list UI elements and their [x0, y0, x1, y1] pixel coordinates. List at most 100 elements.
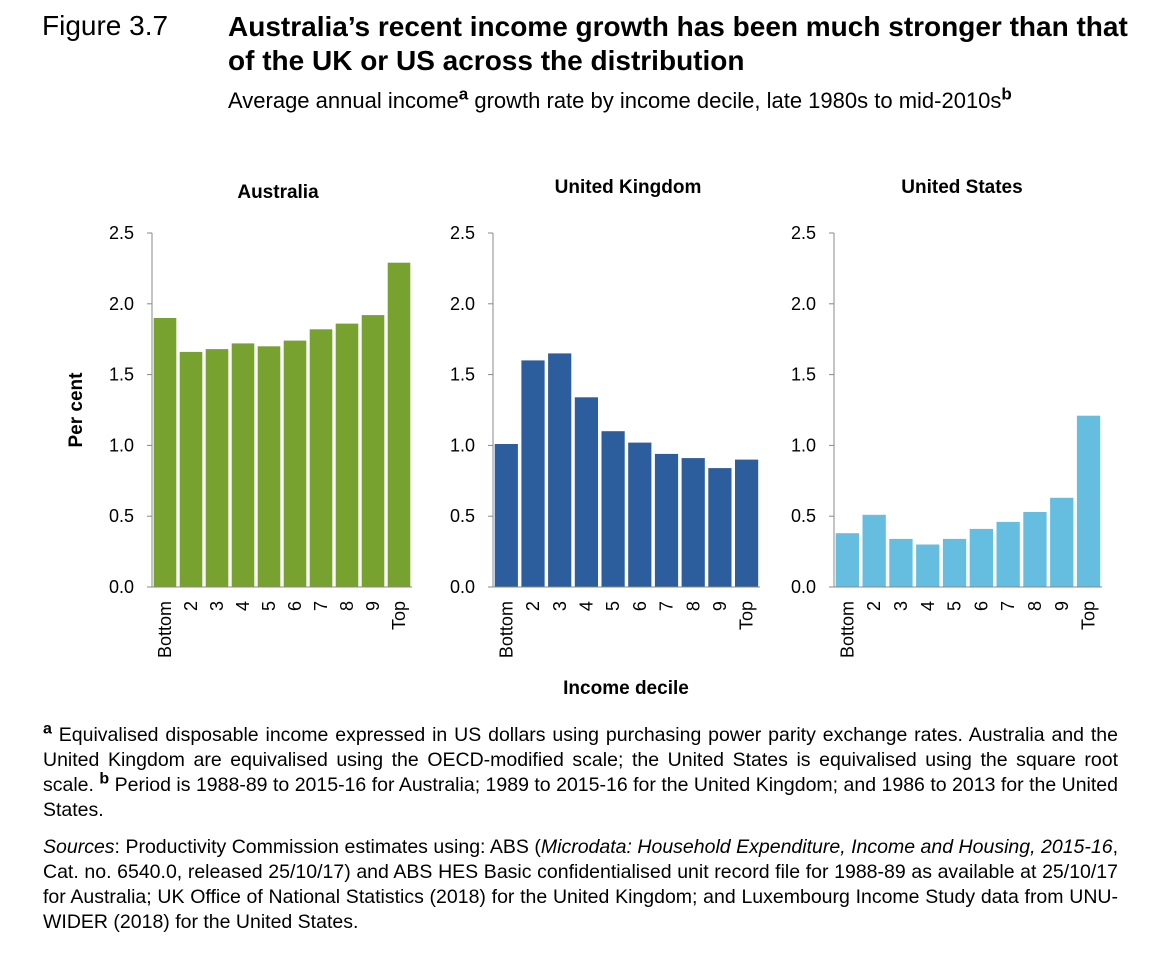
sources-italic-title: Microdata: Household Expenditure, Income…: [540, 836, 1113, 858]
bar-7: [309, 329, 333, 587]
subtitle-text: Average annual income: [228, 88, 459, 113]
x-tick-label: Bottom: [496, 601, 516, 658]
x-tick-label: 7: [311, 601, 331, 611]
y-tick-label: 1.5: [109, 365, 134, 385]
x-tick-label: 6: [971, 601, 991, 611]
y-tick-label: 1.0: [109, 435, 134, 455]
bar-4: [916, 544, 940, 587]
x-tick-label: 7: [657, 601, 677, 611]
sources-paragraph: Sources: Productivity Commission estimat…: [43, 835, 1118, 935]
x-tick-label: 8: [1025, 601, 1045, 611]
x-axis-title: Income decile: [563, 678, 689, 699]
bar-3: [205, 349, 229, 587]
x-tick-label: 9: [710, 601, 730, 611]
bar-5: [601, 431, 625, 587]
y-tick-label: 2.5: [791, 223, 816, 243]
sources-text-2: , Cat. no. 6540.0, released 25/10/17) an…: [43, 836, 1118, 933]
notes: a Equivalised disposable income expresse…: [43, 720, 1118, 935]
bar-9: [361, 315, 385, 587]
bar-2: [521, 360, 545, 587]
x-tick-label: Top: [1079, 601, 1099, 630]
bar-2: [862, 514, 886, 587]
x-tick-label: 5: [945, 601, 965, 611]
x-tick-label: 6: [285, 601, 305, 611]
y-tick-label: 1.5: [450, 365, 475, 385]
x-tick-label: 2: [181, 601, 201, 611]
subtitle-text-2: growth rate by income decile, late 1980s…: [468, 88, 1002, 113]
bar-7: [654, 453, 679, 587]
footnote-mark-b: b: [1001, 84, 1012, 104]
panel-title-1: Australia: [237, 182, 319, 203]
bar-9: [708, 468, 732, 587]
y-tick-label: 2.5: [450, 223, 475, 243]
x-tick-label: 3: [207, 601, 227, 611]
x-tick-label: 2: [523, 601, 543, 611]
x-tick-label: Bottom: [155, 601, 175, 658]
bar-6: [969, 528, 993, 587]
x-tick-label: 3: [550, 601, 570, 611]
panel-title-2: United Kingdom: [555, 177, 702, 198]
y-tick-label: 0.0: [109, 577, 134, 597]
bar-top: [1076, 415, 1101, 587]
x-tick-label: 6: [630, 601, 650, 611]
y-axis-title: Per cent: [66, 372, 87, 448]
y-tick-label: 1.0: [450, 435, 475, 455]
bar-7: [996, 521, 1020, 587]
bar-8: [681, 458, 705, 587]
x-tick-label: 5: [259, 601, 279, 611]
x-tick-label: 8: [683, 601, 703, 611]
x-tick-label: 2: [864, 601, 884, 611]
x-tick-label: 4: [577, 601, 597, 611]
bar-5: [257, 346, 281, 587]
x-tick-label: 9: [1052, 601, 1072, 611]
figure-title: Australia’s recent income growth has bee…: [228, 11, 1128, 76]
bar-top: [735, 459, 759, 587]
bar-3: [548, 353, 572, 587]
y-tick-label: 0.5: [450, 506, 475, 526]
y-tick-label: 0.5: [791, 506, 816, 526]
footnote-paragraph: a Equivalised disposable income expresse…: [43, 720, 1118, 823]
note-mark-b: b: [99, 770, 110, 788]
x-tick-label: Bottom: [837, 601, 857, 658]
bar-top: [387, 262, 411, 587]
y-tick-label: 1.0: [791, 435, 816, 455]
bar-bottom: [494, 444, 518, 587]
bar-bottom: [835, 533, 859, 587]
figure-number: Figure 3.7: [42, 10, 169, 41]
x-tick-label: Top: [737, 601, 757, 630]
y-tick-label: 0.0: [450, 577, 475, 597]
bar-9: [1050, 497, 1074, 587]
y-tick-label: 2.5: [109, 223, 134, 243]
y-tick-label: 0.0: [791, 577, 816, 597]
note-a-text: Equivalised disposable income expressed …: [43, 724, 1118, 796]
bar-2: [179, 351, 203, 587]
x-tick-label: 8: [337, 601, 357, 611]
sources-text-1: : Productivity Commission estimates usin…: [114, 836, 541, 858]
x-tick-label: 3: [891, 601, 911, 611]
x-tick-label: 5: [603, 601, 623, 611]
panel-title-3: United States: [901, 177, 1022, 198]
x-tick-label: 4: [233, 601, 253, 611]
bar-6: [283, 340, 307, 587]
y-tick-label: 1.5: [791, 365, 816, 385]
x-tick-label: 7: [998, 601, 1018, 611]
y-tick-label: 0.5: [109, 506, 134, 526]
bar-8: [335, 323, 359, 587]
sources-label: Sources: [43, 836, 115, 858]
bar-3: [889, 538, 913, 587]
x-tick-label: 9: [363, 601, 383, 611]
y-tick-label: 2.0: [450, 294, 475, 314]
y-tick-label: 2.0: [791, 294, 816, 314]
bar-5: [942, 538, 967, 587]
note-b-text: Period is 1988-89 to 2015-16 for Austral…: [43, 774, 1118, 821]
y-tick-label: 2.0: [109, 294, 134, 314]
figure-subtitle: Average annual incomea growth rate by in…: [228, 86, 1048, 113]
x-tick-label: 4: [918, 601, 938, 611]
bar-8: [1023, 512, 1047, 587]
x-tick-label: Top: [389, 601, 409, 630]
note-mark-a: a: [43, 720, 52, 738]
bar-4: [231, 343, 255, 587]
bar-bottom: [153, 318, 177, 587]
bar-6: [628, 442, 652, 587]
